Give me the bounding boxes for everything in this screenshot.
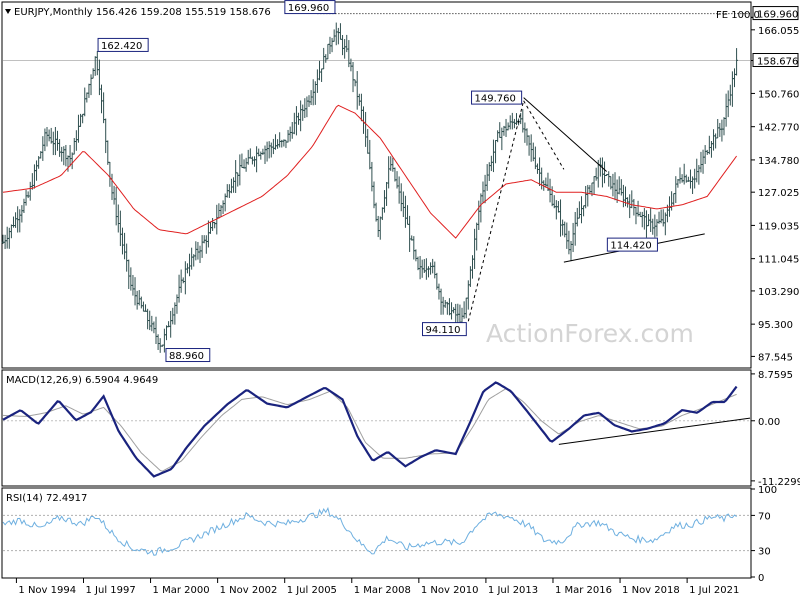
macd-trendline bbox=[558, 417, 751, 445]
price-y-tick-label: 142.770 bbox=[758, 123, 799, 134]
moving-average-line bbox=[2, 104, 738, 239]
annotation-box bbox=[471, 90, 523, 105]
price-pane-frame bbox=[1, 1, 752, 369]
fe-level-label: FE 100.0 bbox=[716, 10, 760, 21]
fe-price-label: 169.960 bbox=[757, 10, 798, 21]
trendline bbox=[467, 100, 525, 322]
rsi-pane-frame bbox=[1, 487, 752, 579]
price-annotation: 94.110 bbox=[422, 322, 467, 337]
fe-price-label-box bbox=[752, 6, 799, 21]
x-tick-label: 1 Jul 2005 bbox=[287, 585, 337, 596]
x-tick-label: 1 Jul 2021 bbox=[689, 585, 739, 596]
annotation-box bbox=[422, 322, 467, 337]
price-annotation: 114.420 bbox=[606, 237, 658, 252]
annotation-box bbox=[606, 237, 658, 252]
price-y-tick-label: 166.055 bbox=[758, 26, 799, 37]
price-y-tick-label: 111.045 bbox=[758, 255, 799, 266]
macd-y-tick-label: -11.2299 bbox=[758, 477, 800, 488]
macd-pane: 8.7595 0.00 -11.2299 bbox=[2, 370, 800, 488]
price-y-tick-label: 119.035 bbox=[758, 221, 799, 232]
current-price-label: 158.676 bbox=[757, 57, 798, 68]
price-annotation: 169.960 bbox=[284, 0, 336, 15]
price-pane-title: EURJPY,Monthly 156.426 159.208 155.519 1… bbox=[14, 7, 271, 18]
price-y-tick-label: 150.760 bbox=[758, 89, 799, 100]
annotation-label: 149.760 bbox=[475, 94, 516, 105]
rsi-y-tick-label: 30 bbox=[758, 547, 771, 558]
x-axis: 1 Nov 1994 1 Jul 1997 1 Mar 2000 1 Nov 2002… bbox=[15, 578, 739, 596]
annotation-label: 169.960 bbox=[288, 3, 329, 14]
x-tick-label: 1 Mar 2016 bbox=[555, 585, 612, 596]
annotation-label: 94.110 bbox=[426, 325, 461, 336]
macd-y-tick-label: 0.00 bbox=[758, 417, 780, 428]
trendline bbox=[523, 97, 607, 172]
annotation-label: 162.420 bbox=[101, 41, 142, 52]
price-y-tick-label: 103.290 bbox=[758, 287, 799, 298]
annotation-box bbox=[165, 348, 211, 363]
rsi-line bbox=[2, 506, 737, 556]
macd-pane-title: MACD(12,26,9) 6.5904 4.9649 bbox=[6, 375, 158, 386]
x-tick-label: 1 Jul 2013 bbox=[488, 585, 538, 596]
x-tick-label: 1 Jul 1997 bbox=[85, 585, 135, 596]
annotation-label: 88.960 bbox=[169, 351, 204, 362]
rsi-pane: 100 70 30 0 bbox=[2, 485, 777, 584]
pane-menu-triangle-icon[interactable] bbox=[5, 9, 11, 14]
price-annotation: 88.960 bbox=[165, 348, 211, 363]
macd-line bbox=[2, 381, 738, 478]
x-tick-label: 1 Nov 2018 bbox=[622, 585, 680, 596]
price-y-tick-label: 134.780 bbox=[758, 156, 799, 167]
trendline bbox=[523, 100, 565, 170]
macd-pane-frame bbox=[1, 369, 752, 487]
price-annotation: 162.420 bbox=[97, 37, 149, 52]
price-pane: 166.055 150.760 142.770 134.780 127.025 119.0… bbox=[1, 0, 799, 363]
x-tick-label: 1 Nov 2010 bbox=[421, 585, 479, 596]
rsi-y-tick-label: 70 bbox=[758, 511, 771, 522]
rsi-y-tick-label: 0 bbox=[758, 573, 764, 584]
x-tick-label: 1 Mar 2000 bbox=[153, 585, 210, 596]
price-annotation: 149.760 bbox=[471, 90, 523, 105]
rsi-y-tick-label: 100 bbox=[758, 485, 777, 496]
macd-y-tick-label: 8.7595 bbox=[758, 370, 793, 381]
price-y-tick-label: 95.300 bbox=[758, 320, 793, 331]
x-tick-label: 1 Mar 2008 bbox=[354, 585, 411, 596]
price-y-tick-label: 127.025 bbox=[758, 188, 799, 199]
x-tick-label: 1 Nov 2002 bbox=[220, 585, 278, 596]
annotation-label: 114.420 bbox=[610, 241, 651, 252]
annotation-box bbox=[97, 37, 149, 52]
current-price-label-box bbox=[752, 53, 799, 68]
x-tick-label: 1 Nov 1994 bbox=[18, 585, 76, 596]
annotation-box bbox=[284, 0, 336, 15]
price-y-tick-label: 87.545 bbox=[758, 352, 793, 363]
rsi-pane-title: RSI(14) 72.4917 bbox=[6, 493, 87, 504]
watermark-text: ActionForex.com bbox=[486, 319, 694, 348]
macd-signal-line bbox=[2, 388, 737, 472]
